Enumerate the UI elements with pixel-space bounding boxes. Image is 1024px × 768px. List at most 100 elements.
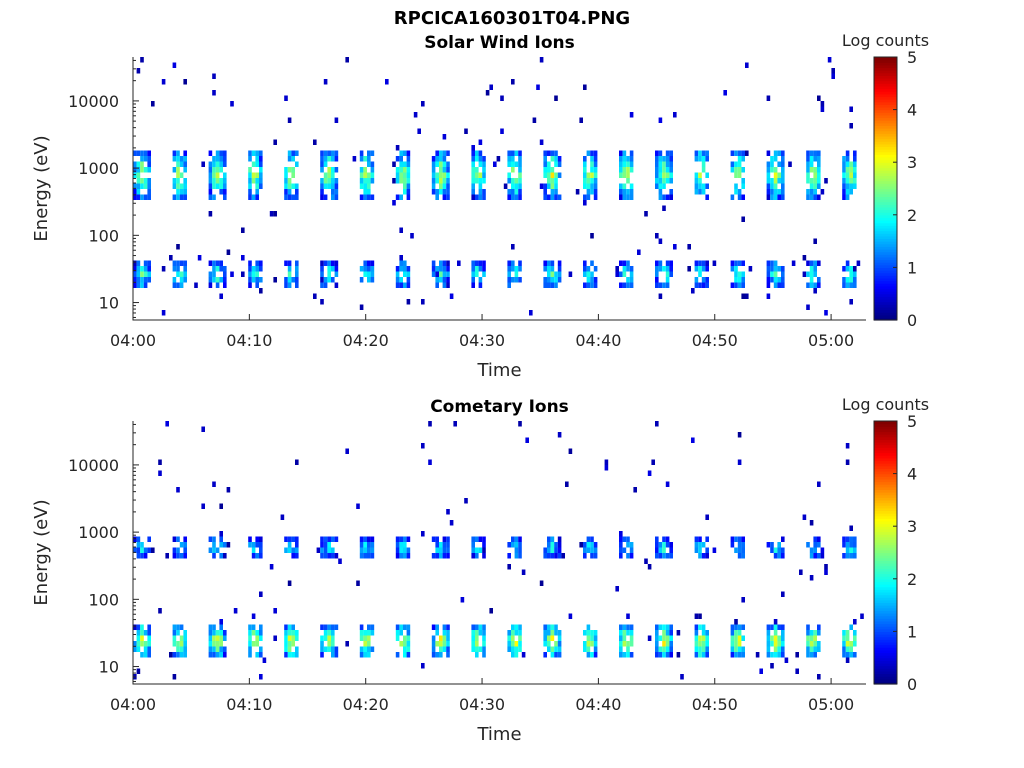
colorbar-segment — [874, 618, 897, 622]
spectrogram-cell — [255, 172, 259, 178]
spectrogram-cell — [367, 630, 371, 636]
spectrogram-cell — [208, 641, 213, 647]
spectrogram-cell — [215, 183, 220, 189]
spectrogram-cell — [248, 172, 252, 178]
spectrogram-cell — [291, 652, 295, 658]
spectrogram-cell — [730, 282, 735, 288]
spectrogram-cell — [662, 624, 666, 630]
spectrogram-cell — [629, 542, 634, 548]
spectrogram-cell — [593, 156, 598, 162]
spectrogram-cell — [770, 271, 774, 277]
spectrogram-cell — [327, 260, 331, 266]
spectrogram-cell — [212, 73, 216, 79]
spectrogram-cell — [183, 277, 187, 283]
spectrogram-cell — [143, 156, 148, 162]
spectrogram-cell — [248, 641, 252, 647]
spectrogram-cell — [295, 266, 299, 272]
spectrogram-cell — [817, 167, 821, 173]
spectrogram-cell — [399, 167, 403, 173]
spectrogram-cell — [143, 167, 148, 173]
spectrogram-cell — [806, 635, 810, 641]
spectrogram-cell — [406, 266, 411, 272]
spectrogram-cell — [183, 536, 187, 542]
spectrogram-cell — [320, 277, 324, 283]
spectrogram-cell — [399, 553, 403, 559]
spectrogram-cell — [773, 156, 778, 162]
spectrogram-cell — [331, 553, 335, 559]
spectrogram-cell — [543, 277, 547, 283]
spectrogram-cell — [806, 156, 810, 162]
spectrogram-cell — [363, 553, 367, 559]
spectrogram-cell — [248, 630, 252, 636]
spectrogram-cell — [543, 553, 547, 559]
spectrogram-cell — [251, 547, 256, 553]
spectrogram-cell — [777, 635, 781, 641]
spectrogram-cell — [809, 641, 814, 647]
spectrogram-cell — [507, 178, 511, 184]
spectrogram-cell — [845, 183, 850, 189]
spectrogram-cell — [511, 189, 515, 195]
spectrogram-cell — [208, 282, 213, 288]
spectrogram-cell — [165, 421, 169, 427]
spectrogram-cell — [471, 183, 475, 189]
spectrogram-cell — [853, 619, 857, 625]
spectrogram-cell — [406, 150, 411, 156]
spectrogram-cell — [176, 646, 180, 652]
spectrogram-cell — [734, 624, 738, 630]
spectrogram-cell — [669, 641, 673, 647]
spectrogram-cell — [824, 564, 828, 570]
spectrogram-cell — [741, 167, 745, 173]
colorbar-segment — [874, 246, 897, 250]
spectrogram-cell — [806, 194, 810, 200]
spectrogram-cell — [694, 156, 699, 162]
spectrogram-cell — [367, 536, 371, 542]
spectrogram-cell — [507, 189, 511, 195]
colorbar-segment — [874, 568, 897, 572]
spectrogram-cell — [284, 652, 288, 658]
spectrogram-cell — [176, 271, 180, 277]
spectrogram-cell — [809, 156, 814, 162]
spectrogram-cell — [392, 178, 396, 184]
spectrogram-cell — [478, 624, 483, 630]
spectrogram-cell — [284, 277, 288, 283]
spectrogram-cell — [622, 183, 627, 189]
spectrogram-cell — [622, 282, 627, 288]
spectrogram-cell — [219, 630, 223, 636]
colorbar-segment — [874, 523, 897, 527]
spectrogram-cell — [370, 260, 375, 266]
spectrogram-cell — [773, 652, 778, 658]
spectrogram-cell — [147, 156, 151, 162]
spectrogram-cell — [471, 194, 475, 200]
colorbar-segment — [874, 277, 897, 282]
spectrogram-cell — [478, 161, 483, 167]
spectrogram-cell — [172, 183, 177, 189]
spectrogram-cell — [248, 156, 252, 162]
spectrogram-cell — [593, 277, 598, 283]
spectrogram-cell — [583, 282, 587, 288]
spectrogram-cell — [478, 646, 483, 652]
spectrogram-cell — [766, 277, 771, 283]
spectrogram-cell — [327, 553, 331, 559]
spectrogram-cell — [741, 216, 745, 222]
spectrogram-cell — [845, 194, 850, 200]
spectrogram-cell — [604, 459, 609, 465]
spectrogram-cell — [673, 112, 677, 118]
spectrogram-cell — [773, 266, 778, 272]
spectrogram-cell — [215, 630, 220, 636]
spectrogram-cell — [557, 635, 562, 641]
spectrogram-cell — [658, 553, 663, 559]
spectrogram-cell — [586, 271, 591, 277]
spectrogram-cell — [554, 282, 558, 288]
spectrogram-cell — [590, 282, 594, 288]
spectrogram-cell — [773, 641, 778, 647]
spectrogram-cell — [248, 194, 252, 200]
spectrogram-cell — [586, 646, 591, 652]
spectrogram-cell — [442, 536, 447, 542]
spectrogram-cell — [136, 624, 141, 630]
spectrogram-cell — [842, 282, 846, 288]
x-tick-label: 04:20 — [343, 695, 389, 714]
colorbar-segment — [874, 515, 897, 519]
spectrogram-cell — [147, 183, 151, 189]
spectrogram-cell — [741, 156, 745, 162]
spectrogram-cell — [176, 156, 180, 162]
